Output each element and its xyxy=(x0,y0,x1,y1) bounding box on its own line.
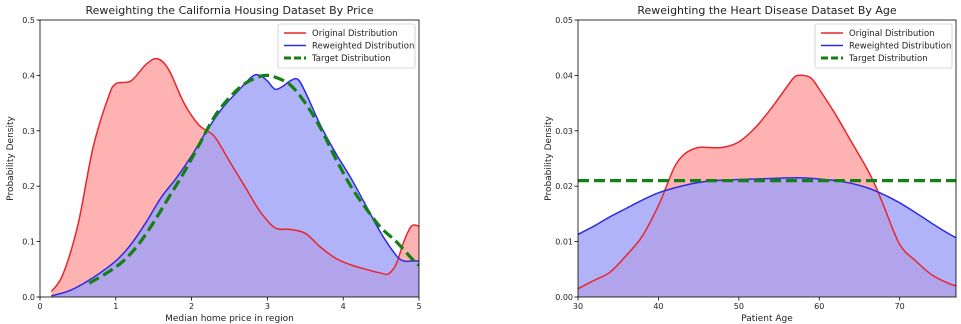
y-tick-label-6: 0.05 xyxy=(555,16,573,25)
x-axis-label: Patient Age xyxy=(741,314,793,324)
chart-panel-2: 30 40 50 60 70 0.00 0.01 0.02 0.03 0.04 0.05 Reweig… xyxy=(544,4,957,324)
y-tick-label-4: 0.03 xyxy=(555,127,573,136)
y-tick-label-2: 0.1 xyxy=(22,238,35,247)
legend: Original Distribution Reweighted Distribu… xyxy=(814,23,953,69)
axes-frame xyxy=(577,19,957,298)
chart-title: Reweighting the California Housing Datas… xyxy=(86,4,374,17)
y-tick-label-3: 0.02 xyxy=(555,182,573,191)
y-tick-label-4: 0.3 xyxy=(22,127,35,136)
y-tick-label-6: 0.5 xyxy=(22,16,35,25)
chart-title: Reweighting the Heart Disease Dataset By… xyxy=(637,4,897,17)
plot-area xyxy=(578,74,956,297)
y-tick-label-5: 0.04 xyxy=(555,71,573,80)
chart-panel-1: 0 1 2 3 4 5 0.0 0.1 0.2 0.3 0.4 0.5 Reweighting the … xyxy=(6,4,422,324)
x-tick-label-6: 5 xyxy=(416,302,421,311)
legend-label-3: Target Distribution xyxy=(311,54,391,64)
legend-label-3: Target Distribution xyxy=(848,54,928,64)
legend-label-1: Original Distribution xyxy=(312,29,398,39)
legend-label-2: Reweighted Distribution xyxy=(312,42,414,52)
x-tick-label-5: 70 xyxy=(895,302,905,311)
x-tick-label-1: 30 xyxy=(573,302,583,311)
series-line-1 xyxy=(50,57,419,292)
x-tick-label-4: 60 xyxy=(814,302,824,311)
y-axis-label: Probability Density xyxy=(6,116,16,201)
x-tick-label-5: 4 xyxy=(341,302,346,311)
legend-label-1: Original Distribution xyxy=(849,29,935,39)
x-tick-label-3: 2 xyxy=(189,302,194,311)
y-axis-label: Probability Density xyxy=(544,116,554,201)
plot-area xyxy=(50,57,419,297)
legend-label-2: Reweighted Distribution xyxy=(849,42,951,52)
x-tick-label-2: 1 xyxy=(113,302,118,311)
series-line-3 xyxy=(88,73,419,285)
series-area-2 xyxy=(51,74,419,297)
series-area-2 xyxy=(578,177,956,297)
legend: Original Distribution Reweighted Distribu… xyxy=(277,23,416,69)
x-tick-label-3: 50 xyxy=(734,302,744,311)
y-tick-label-3: 0.2 xyxy=(22,182,35,191)
series-line-1 xyxy=(578,74,956,290)
y-tick-label-1: 0.00 xyxy=(555,293,573,302)
x-axis-label: Median home price in region xyxy=(165,314,294,324)
x-tick-label-1: 0 xyxy=(37,302,42,311)
x-tick-label-4: 3 xyxy=(265,302,270,311)
legend-box xyxy=(814,23,953,69)
x-tick-label-2: 40 xyxy=(653,302,663,311)
y-tick-label-2: 0.01 xyxy=(555,238,573,247)
legend-box xyxy=(277,23,416,69)
y-tick-label-1: 0.0 xyxy=(22,293,35,302)
series-line-2 xyxy=(578,177,956,239)
axes-frame xyxy=(39,19,420,298)
y-tick-label-5: 0.4 xyxy=(22,71,35,80)
